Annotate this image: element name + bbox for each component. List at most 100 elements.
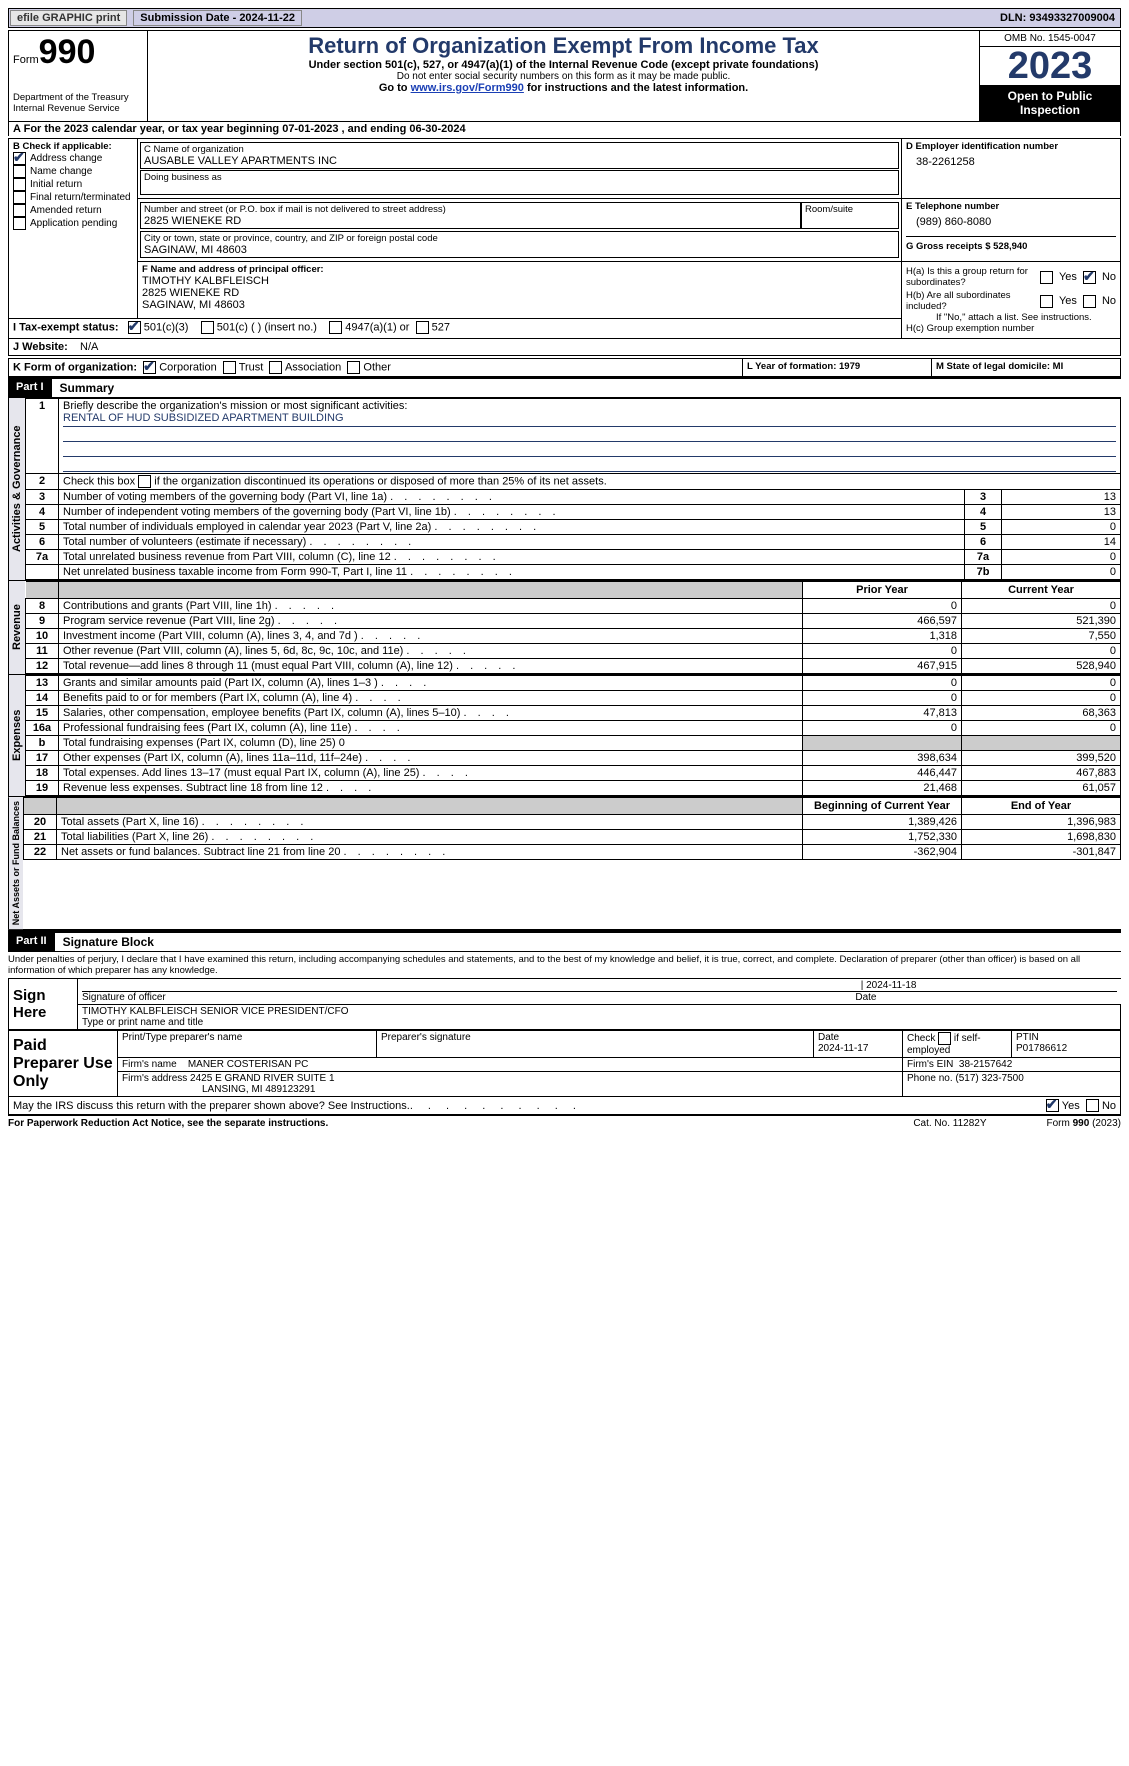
hb-yes-checkbox[interactable] — [1040, 295, 1053, 308]
goto-link-line: Go to www.irs.gov/Form990 for instructio… — [152, 82, 975, 94]
end-year-header: End of Year — [962, 798, 1121, 815]
discontinued-checkbox[interactable] — [138, 475, 151, 488]
b-check-item: Address change — [13, 152, 133, 165]
expense-row: 13 Grants and similar amounts paid (Part… — [26, 676, 1121, 691]
b-checkbox[interactable] — [13, 152, 26, 165]
governance-section: Activities & Governance 1 Briefly descri… — [8, 398, 1121, 581]
city-state-zip: SAGINAW, MI 48603 — [144, 244, 895, 256]
b-checkbox[interactable] — [13, 191, 26, 204]
discuss-no-checkbox[interactable] — [1086, 1099, 1099, 1112]
officer-street: 2825 WIENEKE RD — [142, 287, 897, 299]
form-title: Return of Organization Exempt From Incom… — [152, 33, 975, 59]
part1-title: Summary — [52, 379, 123, 397]
sign-here-table: Sign Here | 2024-11-18 Signature of offi… — [8, 978, 1121, 1030]
b-check-item: Application pending — [13, 217, 133, 230]
open-to-public: Open to Public Inspection — [980, 85, 1120, 121]
paid-preparer-table: Paid Preparer Use Only Print/Type prepar… — [8, 1030, 1121, 1097]
ptin-value: P01786612 — [1016, 1043, 1067, 1054]
b-checkbox[interactable] — [13, 165, 26, 178]
officer-city: SAGINAW, MI 48603 — [142, 299, 897, 311]
expense-row: 17 Other expenses (Part IX, column (A), … — [26, 751, 1121, 766]
paid-preparer-label: Paid Preparer Use Only — [9, 1031, 118, 1097]
netassets-row: 21 Total liabilities (Part X, line 26) .… — [24, 830, 1121, 845]
part2-num: Part II — [8, 933, 55, 951]
firm-addr2: LANSING, MI 489123291 — [122, 1084, 315, 1095]
hb-no-checkbox[interactable] — [1083, 295, 1096, 308]
527-checkbox[interactable] — [416, 321, 429, 334]
ein-value: 38-2261258 — [906, 152, 1116, 168]
expenses-section: Expenses 13 Grants and similar amounts p… — [8, 675, 1121, 797]
sign-here-label: Sign Here — [9, 979, 78, 1030]
assoc-checkbox[interactable] — [269, 361, 282, 374]
governance-row: Net unrelated business taxable income fr… — [26, 565, 1121, 580]
501c-checkbox[interactable] — [201, 321, 214, 334]
b-checkbox[interactable] — [13, 204, 26, 217]
netassets-vlabel: Net Assets or Fund Balances — [8, 797, 23, 929]
form-header: Form990 Department of the Treasury Inter… — [8, 30, 1121, 122]
form-number: 990 — [39, 33, 96, 71]
perjury-statement: Under penalties of perjury, I declare th… — [8, 952, 1121, 978]
part1-num: Part I — [8, 379, 52, 397]
other-checkbox[interactable] — [347, 361, 360, 374]
discuss-yes-checkbox[interactable] — [1046, 1099, 1059, 1112]
m-domicile: M State of legal domicile: MI — [932, 359, 1121, 377]
officer-signature: TIMOTHY KALBFLEISCH SENIOR VICE PRESIDEN… — [82, 1006, 1116, 1017]
irs-link[interactable]: www.irs.gov/Form990 — [411, 82, 524, 94]
line2-desc: Check this box if the organization disco… — [59, 474, 1121, 490]
part1-header: Part I Summary — [8, 377, 1121, 398]
b-check-item: Initial return — [13, 178, 133, 191]
topbar: efile GRAPHIC print Submission Date - 20… — [8, 8, 1121, 28]
hb-label: H(b) Are all subordinates included? — [906, 290, 1034, 312]
b-check-item: Name change — [13, 165, 133, 178]
discuss-row: May the IRS discuss this return with the… — [8, 1097, 1121, 1115]
room-label: Room/suite — [805, 204, 895, 215]
part2-header: Part II Signature Block — [8, 931, 1121, 952]
501c3-checkbox[interactable] — [128, 321, 141, 334]
expense-row: 18 Total expenses. Add lines 13–17 (must… — [26, 766, 1121, 781]
f-officer-label: F Name and address of principal officer: — [142, 264, 897, 275]
b-label: B Check if applicable: — [13, 141, 133, 152]
revenue-row: 11 Other revenue (Part VIII, column (A),… — [26, 644, 1121, 659]
prior-year-header: Prior Year — [803, 582, 962, 599]
revenue-vlabel: Revenue — [8, 581, 25, 674]
form-label: Form — [13, 54, 39, 66]
revenue-section: Revenue Prior Year Current Year 8 Contri… — [8, 581, 1121, 675]
hc-label: H(c) Group exemption number — [906, 323, 1116, 334]
hb-note: If "No," attach a list. See instructions… — [906, 312, 1116, 323]
g-gross-receipts: G Gross receipts $ 528,940 — [906, 236, 1116, 252]
website-value: N/A — [80, 341, 98, 353]
i-label: I Tax-exempt status: — [13, 322, 119, 334]
l-year-formation: L Year of formation: 1979 — [743, 359, 932, 377]
revenue-row: 10 Investment income (Part VIII, column … — [26, 629, 1121, 644]
ssn-note: Do not enter social security numbers on … — [152, 71, 975, 82]
governance-row: 6 Total number of volunteers (estimate i… — [26, 535, 1121, 550]
corp-checkbox[interactable] — [143, 361, 156, 374]
firm-name: MANER COSTERISAN PC — [188, 1059, 309, 1070]
pra-notice: For Paperwork Reduction Act Notice, see … — [8, 1118, 328, 1129]
efile-print-button[interactable]: efile GRAPHIC print — [10, 10, 127, 26]
self-employed-checkbox[interactable] — [938, 1032, 951, 1045]
b-checkbox[interactable] — [13, 217, 26, 230]
trust-checkbox[interactable] — [223, 361, 236, 374]
netassets-row: 22 Net assets or fund balances. Subtract… — [24, 845, 1121, 860]
officer-name: TIMOTHY KALBFLEISCH — [142, 275, 897, 287]
org-name: AUSABLE VALLEY APARTMENTS INC — [144, 155, 895, 167]
b-check-item: Final return/terminated — [13, 191, 133, 204]
submission-date: Submission Date - 2024-11-22 — [133, 10, 302, 26]
4947-checkbox[interactable] — [329, 321, 342, 334]
ha-no-checkbox[interactable] — [1083, 271, 1096, 284]
e-phone-label: E Telephone number — [906, 201, 1116, 212]
current-year-header: Current Year — [962, 582, 1121, 599]
b-checkbox[interactable] — [13, 178, 26, 191]
tax-year-line: A For the 2023 calendar year, or tax yea… — [8, 122, 1121, 136]
irs-label: Internal Revenue Service — [13, 103, 143, 114]
form-footer: Form 990 (2023) — [1047, 1118, 1121, 1129]
governance-row: 7a Total unrelated business revenue from… — [26, 550, 1121, 565]
firm-phone: (517) 323-7500 — [955, 1073, 1023, 1084]
ha-yes-checkbox[interactable] — [1040, 271, 1053, 284]
expense-row: b Total fundraising expenses (Part IX, c… — [26, 736, 1121, 751]
expense-row: 19 Revenue less expenses. Subtract line … — [26, 781, 1121, 796]
part2-title: Signature Block — [55, 933, 162, 951]
firm-addr1: 2425 E GRAND RIVER SUITE 1 — [190, 1073, 335, 1084]
firm-ein: 38-2157642 — [959, 1059, 1012, 1070]
